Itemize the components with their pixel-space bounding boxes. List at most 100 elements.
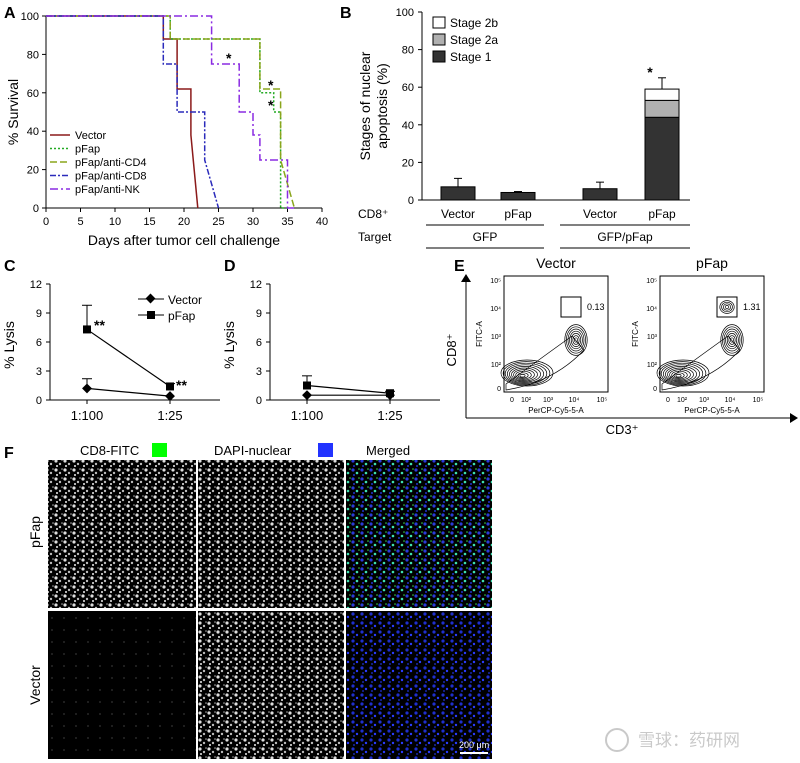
contour-line <box>719 300 735 314</box>
contour-line <box>574 337 578 343</box>
tick-label: 10³ <box>491 334 502 341</box>
tick-label: 10⁴ <box>646 306 657 313</box>
legend-label: pFap/anti-CD8 <box>75 171 147 183</box>
tick-label: 3 <box>36 366 42 378</box>
flow-plot-frame <box>659 275 765 393</box>
survival-x-axis-label: Days after tumor cell challenge <box>88 232 280 248</box>
apoptosis-y-axis-label-line2: apoptosis (%) <box>374 63 390 149</box>
tick-label: 9 <box>36 308 42 320</box>
lysis-y-axis-label: % Lysis <box>1 321 17 369</box>
tick-label: 0 <box>33 203 39 215</box>
significance-star: ** <box>94 317 105 333</box>
contour-line <box>506 364 545 384</box>
tick-label: 0 <box>666 397 670 404</box>
row-label-pfap: pFap <box>27 516 43 548</box>
column-header-dapi: DAPI-nuclear <box>214 443 292 458</box>
data-point-diamond <box>302 390 312 401</box>
flow-plot-pfap: 10⁵ 10⁴ 10³ 10² 0 0 10² 10³ 10⁴ 10⁵ FITC-A PerCP-Cy… <box>631 275 765 415</box>
tick-label: 10 <box>109 216 121 228</box>
cd8-category-label: pFap <box>504 207 532 221</box>
contour-line <box>665 366 697 383</box>
data-point-square <box>303 381 311 390</box>
cd8-category-label: Vector <box>441 207 475 221</box>
column-header-merged: Merged <box>366 443 410 458</box>
contour-line <box>570 333 582 347</box>
legend-label: Stage 2b <box>450 16 498 30</box>
tick-label: 80 <box>402 45 414 57</box>
tick-label: 10⁵ <box>597 397 608 404</box>
flow-x-axis-label: PerCP-Cy5-5-A <box>684 406 740 415</box>
micrograph-pfap-dapi <box>198 460 344 608</box>
tick-label: 10⁵ <box>646 278 657 285</box>
survival-y-axis-label: % Survival <box>5 79 21 145</box>
panel-label-b: B <box>340 5 352 22</box>
flow-y-axis-label: FITC-A <box>631 320 640 346</box>
tick-label: 12 <box>250 279 262 291</box>
contour-line <box>724 305 730 309</box>
series-line <box>86 328 171 387</box>
tick-label: 0 <box>256 395 262 407</box>
tick-label: 35 <box>281 216 293 228</box>
significance-star: ** <box>176 377 187 393</box>
tick-label: 20 <box>402 157 414 169</box>
tick-label: 10⁵ <box>490 278 501 285</box>
contour-line <box>505 335 585 391</box>
contour-line <box>572 335 580 345</box>
row-label-vector: Vector <box>27 665 43 705</box>
survival-line-pfap <box>46 15 288 209</box>
cd3-axis-label: CD3⁺ <box>606 422 639 437</box>
tick-label: 15 <box>143 216 155 228</box>
tick-label: 60 <box>27 88 39 100</box>
contour-line <box>566 326 586 354</box>
significance-star: * <box>268 77 274 93</box>
stacked-bar-segment <box>582 188 618 201</box>
legend-swatch <box>432 16 446 29</box>
tick-label: 10² <box>677 397 688 404</box>
contour-line <box>726 333 738 347</box>
panel-label-d: D <box>224 258 236 275</box>
cd8-category-label: pFap <box>648 207 676 221</box>
contour-line <box>567 328 585 352</box>
legend-square-marker <box>147 311 155 319</box>
stacked-bar-segment <box>440 186 476 201</box>
apoptosis-y-axis-label-line1: Stages of nuclear <box>357 51 373 160</box>
target-label: GFP <box>473 230 498 244</box>
tick-label: 100 <box>396 7 414 19</box>
dapi-color-swatch <box>318 443 333 457</box>
apoptosis-bar-chart: 0 20 40 60 80 100 Stages of nuclear apoptosis… <box>357 7 690 249</box>
tick-label: 10⁴ <box>725 397 736 404</box>
contour-line <box>660 362 704 385</box>
tick-label: 10³ <box>699 397 710 404</box>
panel-label-c: C <box>4 258 16 275</box>
cd8-row-label: CD8⁺ <box>358 207 388 221</box>
tick-label: 10³ <box>543 397 554 404</box>
tick-label: 20 <box>27 165 39 177</box>
watermark-text: 雪球：药研网 <box>638 731 740 750</box>
legend-label: Vector <box>168 293 202 307</box>
tick-label: 10³ <box>647 334 658 341</box>
legend-label: Vector <box>75 130 107 142</box>
contour-line <box>504 362 548 385</box>
panel-label-f: F <box>4 445 14 462</box>
survival-chart: 0 20 40 60 80 100 0 5 10 15 20 25 30 35 40 % Survival… <box>5 11 328 248</box>
micrograph-pfap-cd8 <box>48 460 196 608</box>
micrograph-vector-merged <box>346 611 492 759</box>
stacked-bar-segment <box>644 88 680 101</box>
stacked-bar-segment <box>644 116 680 201</box>
significance-star: * <box>268 97 274 113</box>
tick-label: 12 <box>30 279 42 291</box>
tick-label: 3 <box>256 366 262 378</box>
tick-label: 1:100 <box>291 408 324 423</box>
panel-label-e: E <box>454 258 465 275</box>
data-point-diamond <box>82 383 92 394</box>
cd8-category-label: Vector <box>583 207 617 221</box>
data-point-diamond <box>165 391 175 402</box>
series-line <box>306 384 391 394</box>
tick-label: 9 <box>256 308 262 320</box>
contour-line <box>662 364 701 384</box>
tick-label: 10⁴ <box>569 397 580 404</box>
apoptosis-legend: Stage 2b Stage 2a Stage 1 <box>432 16 498 64</box>
cd8-axis-label: CD8⁺ <box>444 334 459 367</box>
